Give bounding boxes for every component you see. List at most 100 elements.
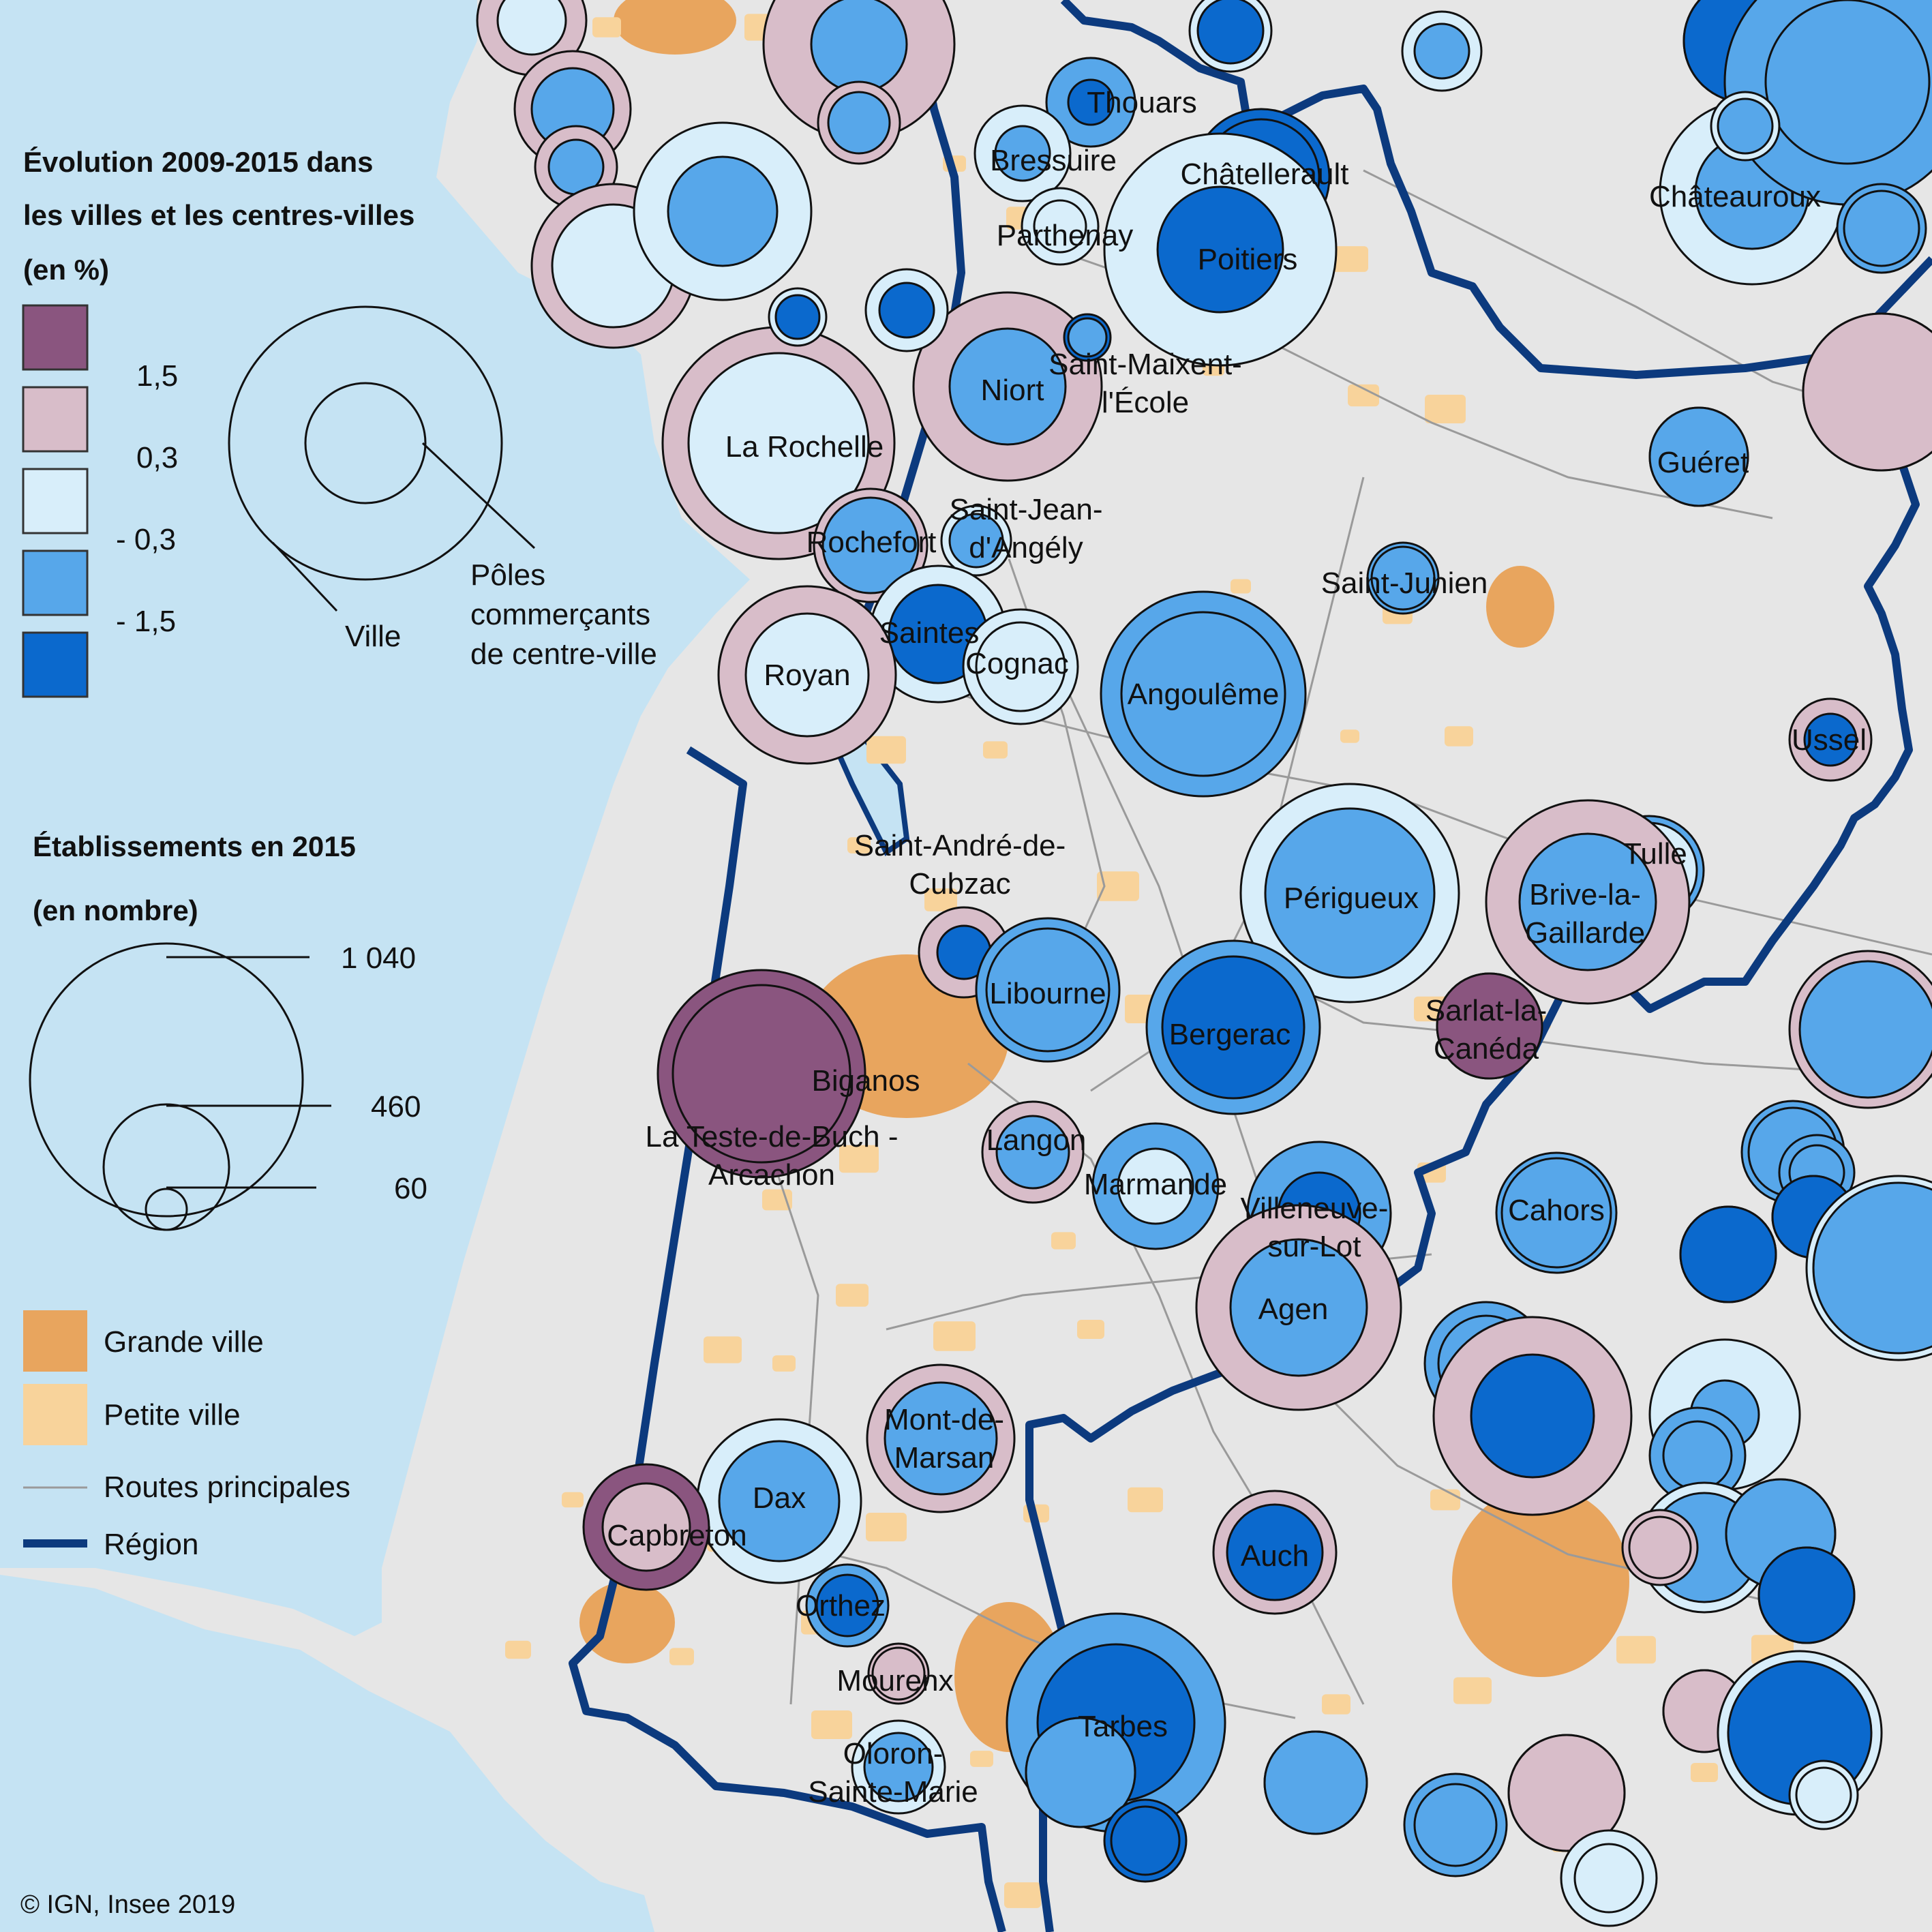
centre-circle (1110, 1805, 1181, 1876)
city-label-mourenx: Mourenx (836, 1664, 953, 1697)
small-town-area (1051, 1232, 1076, 1250)
centre-circle (1802, 312, 1932, 472)
small-town-area (1322, 1694, 1350, 1715)
centre-circle-biganos (671, 984, 851, 1164)
small-town-area (1231, 579, 1251, 594)
legend-class-1 (22, 304, 89, 371)
city-label-brive-la-gaillarde: Brive-la-Gaillarde (1525, 878, 1645, 950)
centre-circle-parthenay (1033, 199, 1087, 254)
legend-schema-ville: Ville (345, 620, 401, 653)
centre-circle (1413, 22, 1470, 80)
copyright: © IGN, Insee 2019 (20, 1890, 235, 1919)
small-town-area (1097, 871, 1139, 901)
centre-circle (1470, 1353, 1595, 1479)
city-label-chatellerault: Châtellerault (1180, 157, 1348, 191)
legend-evolution-title-3: (en %) (23, 254, 109, 286)
legend-region-label: Région (104, 1528, 198, 1561)
legend-size-large-value: 1 040 (341, 941, 416, 975)
centre-circle-bressuire (994, 125, 1051, 182)
city-label-capbreton: Capbreton (607, 1519, 746, 1552)
city-label-rochefort: Rochefort (806, 526, 937, 559)
small-town-area (1128, 1487, 1163, 1513)
legend-size-large (29, 942, 304, 1218)
centre-circle (1025, 1717, 1136, 1828)
legend-size-small (145, 1188, 188, 1231)
city-label-biganos: Biganos (811, 1064, 920, 1098)
centre-circle (1843, 190, 1920, 267)
centre-circle (827, 91, 891, 155)
small-town-area (1077, 1320, 1104, 1339)
centre-circle (1662, 1420, 1733, 1491)
big-town-area (579, 1582, 675, 1663)
centre-circle-cognac (975, 621, 1066, 712)
small-town-area (983, 741, 1008, 759)
city-label-auch: Auch (1241, 1539, 1309, 1573)
legend-class-4 (22, 549, 89, 616)
small-town-area (1348, 384, 1379, 407)
city-label-angouleme: Angoulême (1128, 678, 1280, 711)
city-label-la-teste-de-buch-arcachon: La Teste-de-Buch -Arcachon (646, 1120, 899, 1192)
small-town-area (1340, 729, 1359, 743)
legend-class-2 (22, 386, 89, 453)
main-road (749, 1090, 819, 1705)
centre-circle-mont-de-marsan (884, 1381, 998, 1496)
centre-circle (810, 0, 908, 93)
city-label-dax: Dax (753, 1481, 806, 1515)
city-label-poitiers: Poitiers (1198, 243, 1298, 276)
centre-circle-libourne (985, 927, 1111, 1053)
city-label-villeneuve-sur-lot: Villeneuve-sur-Lot (1241, 1192, 1389, 1263)
legend: Évolution 2009-2015 dans les villes et l… (22, 146, 657, 1561)
centre-circle (1798, 960, 1932, 1099)
small-town-area (970, 1751, 993, 1767)
small-town-area (866, 1513, 907, 1541)
big-town-area (614, 0, 736, 55)
legend-establishments-title-2: (en nombre) (33, 894, 198, 926)
centre-circle-la-rochelle (687, 352, 870, 534)
city-label-orthez: Orthez (796, 1589, 886, 1622)
centre-circle-dax (718, 1440, 841, 1563)
small-town-area (669, 1648, 694, 1665)
small-town-area (1691, 1763, 1718, 1782)
city-label-agen: Agen (1258, 1293, 1329, 1326)
small-town-area (1616, 1635, 1656, 1664)
city-label-saint-andre-de-cubzac: Saint-André-de-Cubzac (854, 829, 1066, 901)
small-town-area (1430, 1489, 1460, 1511)
centre-circle-orthez (815, 1573, 879, 1637)
centre-circle-mourenx (871, 1646, 926, 1701)
centre-circle-gueret (1648, 406, 1749, 507)
small-town-area (811, 1710, 852, 1739)
city-label-cognac: Cognac (965, 647, 1069, 680)
centre-circle-langon (995, 1115, 1070, 1190)
small-town-area (839, 1145, 879, 1173)
small-town-area (592, 17, 621, 37)
centre-circle (667, 155, 779, 267)
legend-size-small-value: 60 (394, 1172, 427, 1205)
city-label-saint-junien: Saint-Junien (1321, 567, 1488, 600)
centre-circle (1196, 0, 1265, 65)
centre-circle (1717, 97, 1774, 155)
city-label-gueret: Guéret (1657, 446, 1749, 479)
city-circles (476, 0, 1932, 1927)
small-town-area (1453, 1677, 1492, 1704)
centre-circle-rochefort (821, 496, 920, 594)
region-boundary (569, 0, 1932, 1932)
legend-threshold-3: - 0,3 (116, 523, 176, 556)
centre-circle (1679, 1205, 1777, 1303)
city-label-saintes: Saintes (879, 616, 980, 650)
centre-circle (496, 0, 567, 56)
city-label-marmande: Marmande (1084, 1168, 1227, 1201)
centre-circle-royan (744, 612, 870, 738)
city-label-libourne: Libourne (989, 977, 1106, 1010)
city-label-royan: Royan (764, 659, 850, 692)
city-label-parthenay: Parthenay (997, 219, 1134, 252)
small-town-area (1331, 246, 1368, 272)
legend-threshold-4: - 1,5 (116, 605, 176, 638)
centre-circle-perigueux (1264, 807, 1436, 979)
small-town-area (704, 1336, 742, 1363)
city-label-perigueux: Périgueux (1284, 881, 1419, 915)
legend-big-town-label: Grande ville (104, 1325, 264, 1359)
small-town-area (505, 1640, 531, 1659)
centre-circle-ussel (1803, 712, 1858, 767)
legend-threshold-1: 1,5 (136, 359, 178, 393)
legend-schema-outer-circle (228, 305, 503, 581)
